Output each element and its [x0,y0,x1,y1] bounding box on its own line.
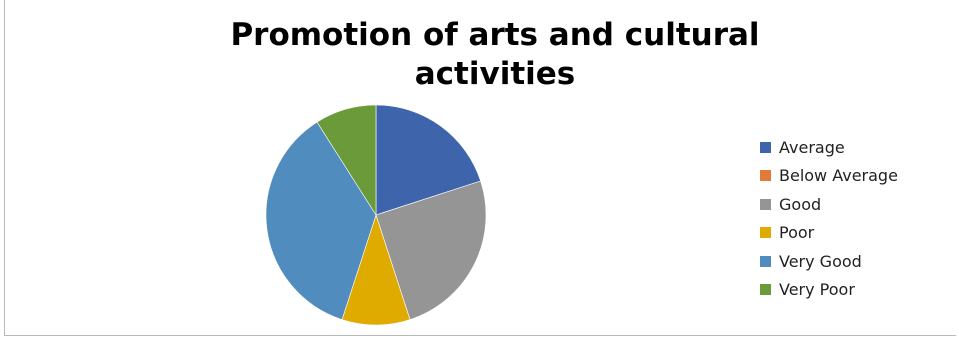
legend-label: Very Good [779,251,862,271]
legend-label: Below Average [779,166,898,186]
legend-item-average: Average [760,133,898,162]
legend-item-good: Good [760,190,898,219]
pie-slice-very-good [265,121,377,320]
legend-item-very-good: Very Good [760,247,898,276]
legend-item-below-average: Below Average [760,162,898,191]
legend-label: Good [779,194,822,214]
legend-swatch [760,170,771,182]
legend-swatch [760,198,771,210]
legend-swatch [760,284,771,296]
legend-swatch [760,255,771,267]
chart-area: Promotion of arts and cultural activitie… [4,0,956,336]
legend-item-poor: Poor [760,219,898,248]
legend-swatch [760,227,771,239]
pie-slice-good [375,180,487,320]
legend-swatch [760,141,771,153]
legend-label: Poor [779,223,815,243]
chart-legend: Average Below Average Good Poor Very Good Ver… [760,133,898,304]
legend-item-very-poor: Very Poor [760,276,898,305]
pie-slice-average [375,104,481,216]
chart-title: Promotion of arts and cultural activitie… [230,17,760,92]
pie-slice-very-poor [316,104,377,217]
legend-label: Very Poor [779,280,855,300]
legend-label: Average [779,137,845,157]
